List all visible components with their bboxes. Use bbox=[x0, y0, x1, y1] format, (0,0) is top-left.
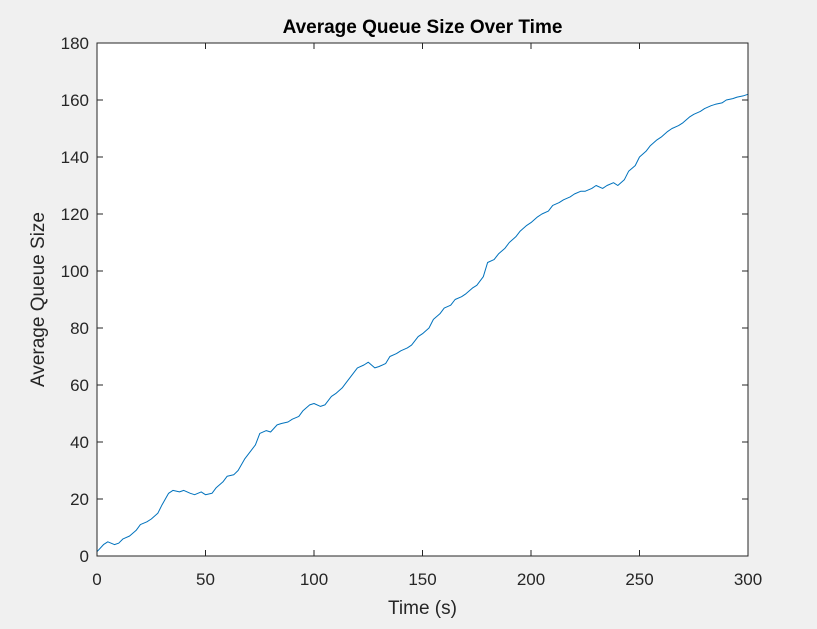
y-tick-label: 0 bbox=[80, 547, 89, 566]
y-tick-label: 100 bbox=[61, 262, 89, 281]
series-line bbox=[96, 93, 749, 553]
y-tick-label: 140 bbox=[61, 148, 89, 167]
plot-area bbox=[97, 43, 748, 556]
x-tick-label: 50 bbox=[196, 570, 215, 589]
x-tick-label: 300 bbox=[734, 570, 762, 589]
y-tick-label: 80 bbox=[70, 319, 89, 338]
axes-box bbox=[96, 42, 749, 557]
x-tick-label: 100 bbox=[300, 570, 328, 589]
series-lines bbox=[96, 93, 749, 553]
y-tick-label: 160 bbox=[61, 91, 89, 110]
x-tick-label: 250 bbox=[625, 570, 653, 589]
y-tick-label: 120 bbox=[61, 205, 89, 224]
y-tick-label: 40 bbox=[70, 433, 89, 452]
y-tick-label: 180 bbox=[61, 34, 89, 53]
y-tick-label: 20 bbox=[70, 490, 89, 509]
x-tick-label: 0 bbox=[92, 570, 101, 589]
x-tick-label: 150 bbox=[408, 570, 436, 589]
chart-title: Average Queue Size Over Time bbox=[283, 17, 563, 38]
x-axis-label: Time (s) bbox=[388, 598, 457, 619]
x-tick-label: 200 bbox=[517, 570, 545, 589]
y-axis-label: Average Queue Size bbox=[28, 212, 49, 387]
tick-labels: 0 50 100 150 200 250 300 0 20 40 60 80 100 120 140 160 1… bbox=[61, 34, 763, 589]
y-tick-label: 60 bbox=[70, 376, 89, 395]
